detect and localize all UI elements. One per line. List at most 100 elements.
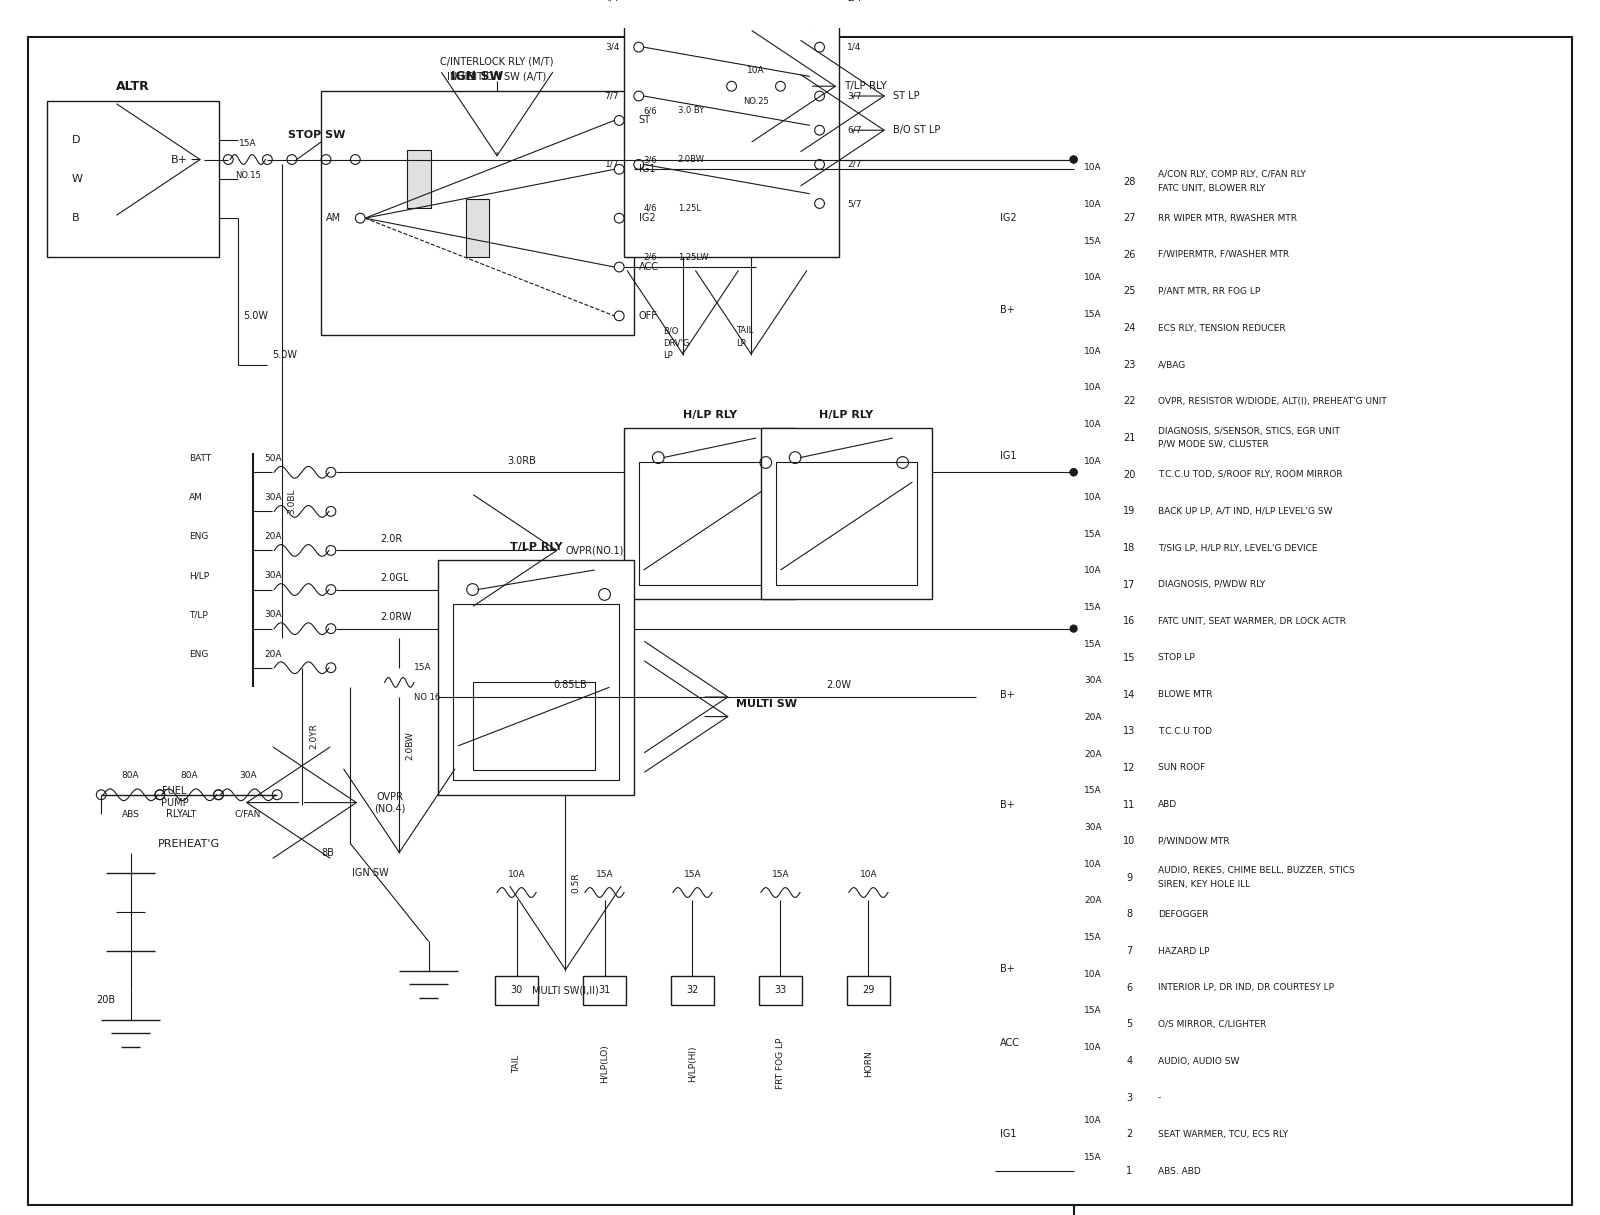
Text: H/LP(HI): H/LP(HI) xyxy=(688,1045,698,1081)
Text: 20A: 20A xyxy=(1085,750,1102,758)
Text: ABD: ABD xyxy=(1158,799,1178,809)
Text: 10: 10 xyxy=(1123,836,1136,846)
Bar xyxy=(1112,425,1146,451)
Text: 22: 22 xyxy=(1123,396,1136,406)
Bar xyxy=(472,683,595,770)
Text: HAZARD LP: HAZARD LP xyxy=(1158,946,1210,956)
Text: 10A: 10A xyxy=(747,66,765,75)
Text: T.C.C.U TOD, S/ROOF RLY, ROOM MIRROR: T.C.C.U TOD, S/ROOF RLY, ROOM MIRROR xyxy=(1158,470,1342,479)
Text: 2: 2 xyxy=(1126,1130,1133,1140)
Bar xyxy=(624,0,838,258)
Text: OVPR(NO.1): OVPR(NO.1) xyxy=(565,546,624,555)
Bar xyxy=(1112,352,1146,378)
Text: IG1: IG1 xyxy=(1000,452,1018,462)
Bar xyxy=(1112,169,1146,194)
Text: OVPR, RESISTOR W/DIODE, ALT(I), PREHEAT'G UNIT: OVPR, RESISTOR W/DIODE, ALT(I), PREHEAT'… xyxy=(1158,397,1387,406)
Text: 10A: 10A xyxy=(1085,273,1102,282)
Text: 5.0W: 5.0W xyxy=(272,350,298,360)
Text: 30A: 30A xyxy=(1085,677,1102,685)
Text: LP: LP xyxy=(736,339,746,347)
Bar xyxy=(494,976,538,1005)
Text: DIAGNOSIS, P/WDW RLY: DIAGNOSIS, P/WDW RLY xyxy=(1158,580,1266,589)
Text: INHIBITION SW (A/T): INHIBITION SW (A/T) xyxy=(448,72,547,81)
Bar xyxy=(466,198,490,258)
Bar xyxy=(1112,462,1146,487)
Text: B+: B+ xyxy=(1000,799,1014,809)
Text: 5/7: 5/7 xyxy=(846,199,861,208)
Bar xyxy=(1112,1012,1146,1038)
Circle shape xyxy=(1070,469,1077,476)
Bar xyxy=(1112,572,1146,598)
Text: 2.0R: 2.0R xyxy=(379,533,402,544)
Text: 3: 3 xyxy=(1126,1092,1133,1103)
Text: MULTI SW(I,II): MULTI SW(I,II) xyxy=(533,985,598,995)
Text: RR WIPER MTR, RWASHER MTR: RR WIPER MTR, RWASHER MTR xyxy=(1158,214,1296,222)
Text: 2.0GL: 2.0GL xyxy=(379,572,408,583)
Text: IG2: IG2 xyxy=(1000,213,1018,224)
Text: H/LP RLY: H/LP RLY xyxy=(819,409,874,419)
Text: 2.0W: 2.0W xyxy=(827,680,851,690)
Circle shape xyxy=(1070,156,1077,163)
Text: W: W xyxy=(72,174,83,185)
Text: 10A: 10A xyxy=(1085,346,1102,356)
Text: 10A: 10A xyxy=(1085,457,1102,465)
Text: 27: 27 xyxy=(1123,213,1136,224)
Text: DEFOGGER: DEFOGGER xyxy=(1158,910,1208,919)
Text: DIAGNOSIS, S/SENSOR, STICS, EGR UNIT: DIAGNOSIS, S/SENSOR, STICS, EGR UNIT xyxy=(1158,426,1339,436)
Text: B+: B+ xyxy=(1000,690,1014,700)
Text: AM: AM xyxy=(189,493,203,502)
Text: ACC: ACC xyxy=(638,262,659,272)
Text: B: B xyxy=(72,213,80,224)
Text: 10A: 10A xyxy=(507,870,525,880)
Text: ENG: ENG xyxy=(189,650,208,659)
Text: 5.0W: 5.0W xyxy=(243,311,267,321)
Text: 10A: 10A xyxy=(1085,860,1102,869)
Text: 10A: 10A xyxy=(1085,1117,1102,1125)
Text: 7/7: 7/7 xyxy=(605,91,619,101)
Circle shape xyxy=(1070,10,1077,16)
Text: INTERIOR LP, DR IND, DR COURTESY LP: INTERIOR LP, DR IND, DR COURTESY LP xyxy=(1158,983,1334,993)
Text: 25: 25 xyxy=(1123,287,1136,296)
Text: H/LP(LO): H/LP(LO) xyxy=(600,1044,610,1083)
Text: IG2: IG2 xyxy=(638,213,656,224)
Text: H/LP: H/LP xyxy=(189,571,210,581)
Bar xyxy=(1112,902,1146,927)
Text: 24: 24 xyxy=(1123,323,1136,333)
Text: F/WIPERMTR, F/WASHER MTR: F/WIPERMTR, F/WASHER MTR xyxy=(1158,250,1290,259)
Text: ECS RLY, TENSION REDUCER: ECS RLY, TENSION REDUCER xyxy=(1158,323,1285,333)
Bar xyxy=(1112,865,1146,891)
Text: 2.0BW: 2.0BW xyxy=(405,731,414,761)
Text: FRT FOG LP: FRT FOG LP xyxy=(776,1038,786,1089)
Text: 15A: 15A xyxy=(1085,530,1102,538)
Text: IG1: IG1 xyxy=(1000,1130,1018,1140)
Text: 10A: 10A xyxy=(1085,1042,1102,1052)
Text: 50A: 50A xyxy=(264,454,282,463)
Text: SIREN, KEY HOLE ILL: SIREN, KEY HOLE ILL xyxy=(1158,880,1250,889)
Text: AUDIO, AUDIO SW: AUDIO, AUDIO SW xyxy=(1158,1057,1238,1066)
Text: 3.0BL: 3.0BL xyxy=(286,488,296,514)
Text: 15A: 15A xyxy=(1085,1006,1102,1016)
Text: P/WINDOW MTR: P/WINDOW MTR xyxy=(1158,837,1229,846)
Text: 15A: 15A xyxy=(1085,1153,1102,1162)
Bar xyxy=(1112,645,1146,671)
Bar xyxy=(406,149,430,209)
Circle shape xyxy=(1070,469,1077,476)
Text: 31: 31 xyxy=(598,985,611,995)
Text: A/BAG: A/BAG xyxy=(1158,361,1186,369)
Text: 23: 23 xyxy=(1123,360,1136,369)
Text: 30A: 30A xyxy=(1085,823,1102,832)
Bar xyxy=(438,560,634,795)
Text: 20A: 20A xyxy=(1085,897,1102,905)
Bar xyxy=(1112,938,1146,963)
Bar xyxy=(1112,1121,1146,1147)
Text: IGN SW: IGN SW xyxy=(451,70,504,83)
Text: NO 16: NO 16 xyxy=(414,693,440,701)
Bar xyxy=(776,463,917,584)
Text: T/SIG LP, H/LP RLY, LEVEL'G DEVICE: T/SIG LP, H/LP RLY, LEVEL'G DEVICE xyxy=(1158,543,1317,553)
Text: T/LP RLY: T/LP RLY xyxy=(510,542,563,552)
Text: 30A: 30A xyxy=(264,610,282,620)
Text: 32: 32 xyxy=(686,985,699,995)
Text: BACK UP LP, A/T IND, H/LP LEVEL'G SW: BACK UP LP, A/T IND, H/LP LEVEL'G SW xyxy=(1158,507,1333,516)
Text: 15A: 15A xyxy=(1085,640,1102,649)
Text: 2.0BW: 2.0BW xyxy=(678,156,706,164)
